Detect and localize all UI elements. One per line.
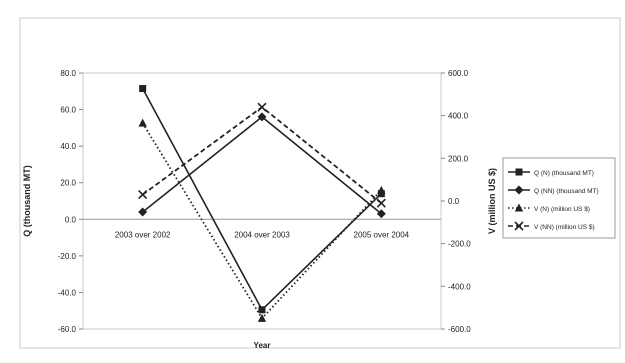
series-1-point [258,306,266,314]
legend-label: V (NN) (million US $) [534,224,595,231]
series-2-point [257,112,267,122]
y-left-tick-label: -60.0 [58,325,77,334]
y-right-tick-label: -600.0 [448,325,471,334]
category-label: 2005 over 2004 [354,230,410,239]
series-4-point [138,190,148,200]
y-axis-right-label: V (million US $) [487,168,497,234]
series-2-point [138,207,148,217]
category-label: 2003 over 2002 [115,230,171,239]
legend-label: V (N) (million US $) [534,206,590,213]
legend-marker [514,203,524,212]
legend: Q (N) (thousand MT) Q (NN) (thousand MT) V… [502,157,616,239]
series-1-point [139,85,147,93]
legend-marker [514,185,524,195]
legend-label: Q (NN) (thousand MT) [534,188,599,195]
y-right-tick-label: 600.0 [448,69,469,78]
x-axis-label: Year [254,341,271,350]
y-left-tick-label: 60.0 [60,106,76,115]
category-label: 2004 over 2003 [234,230,290,239]
y-right-tick-label: 400.0 [448,112,469,121]
y-left-tick-label: 20.0 [60,179,76,188]
y-left-tick-label: -20.0 [58,252,77,261]
series-3-point [138,118,147,127]
y-right-tick-label: -400.0 [448,282,471,291]
y-right-tick-label: -200.0 [448,240,471,249]
plot-area [82,72,442,330]
series-3-point [377,185,386,194]
legend-marker [515,168,523,176]
y-left-tick-label: -40.0 [58,288,77,297]
y-left-tick-label: 80.0 [60,69,76,78]
series-4-point [257,102,267,112]
y-left-tick-label: 40.0 [60,142,76,151]
legend-label: Q (N) (thousand MT) [534,170,594,177]
series-4-point [376,198,386,208]
y-right-tick-label: 0.0 [448,197,460,206]
y-right-tick-label: 200.0 [448,154,469,163]
y-axis-left-label: Q (thousand MT) [22,165,32,237]
series-3-point [257,313,267,322]
y-left-tick-label: 0.0 [65,215,77,224]
legend-marker [514,221,524,231]
series-2-point [376,209,386,219]
